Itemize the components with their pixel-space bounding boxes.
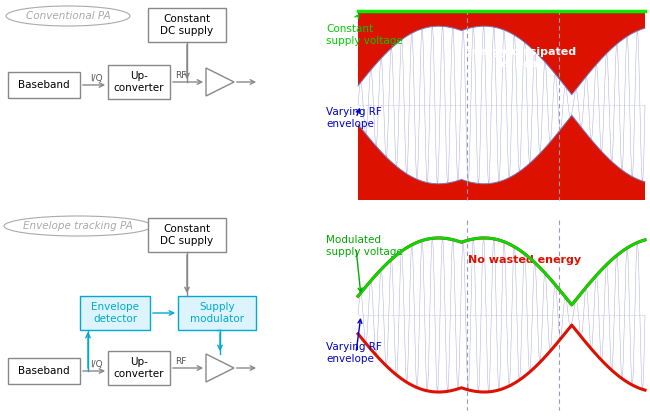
Text: Supply
modulator: Supply modulator <box>190 302 244 324</box>
Text: No wasted energy: No wasted energy <box>469 255 582 265</box>
Bar <box>358 10 645 200</box>
Bar <box>358 220 645 410</box>
Text: Varying RF
envelope: Varying RF envelope <box>326 342 382 364</box>
Text: Varying RF
envelope: Varying RF envelope <box>326 107 382 129</box>
Text: RF: RF <box>175 70 187 80</box>
Text: Energy dissipated
as heat: Energy dissipated as heat <box>464 47 576 69</box>
Bar <box>148 8 226 42</box>
Text: Up-
converter: Up- converter <box>114 357 164 379</box>
Bar <box>148 218 226 252</box>
Bar <box>108 351 170 385</box>
Ellipse shape <box>4 216 152 236</box>
Polygon shape <box>206 354 234 382</box>
Text: I/Q: I/Q <box>90 73 103 83</box>
Text: Baseband: Baseband <box>18 80 70 90</box>
Bar <box>8 72 80 98</box>
Bar <box>108 65 170 99</box>
Text: Envelope tracking PA: Envelope tracking PA <box>23 221 133 231</box>
Text: Constant
DC supply: Constant DC supply <box>161 14 214 36</box>
Text: Baseband: Baseband <box>18 366 70 376</box>
Text: I/Q: I/Q <box>90 360 103 368</box>
Bar <box>178 296 256 330</box>
Text: Envelope
detector: Envelope detector <box>91 302 139 324</box>
Text: RF: RF <box>175 357 187 365</box>
Text: Conventional PA: Conventional PA <box>25 11 110 21</box>
Bar <box>80 296 150 330</box>
Text: Constant
supply voltage: Constant supply voltage <box>326 24 403 46</box>
Ellipse shape <box>6 6 130 26</box>
Polygon shape <box>206 68 234 96</box>
Text: Modulated
supply voltage: Modulated supply voltage <box>326 235 403 256</box>
Text: Constant
DC supply: Constant DC supply <box>161 224 214 246</box>
Text: Up-
converter: Up- converter <box>114 71 164 93</box>
Bar <box>8 358 80 384</box>
